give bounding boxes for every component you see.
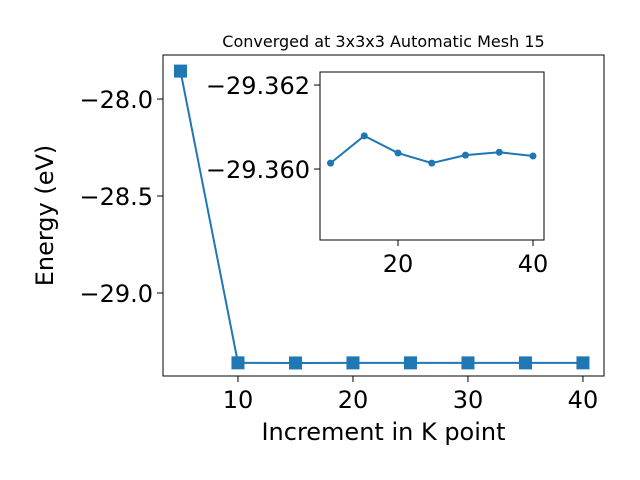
chart-title: Converged at 3x3x3 Automatic Mesh 15 <box>222 32 544 51</box>
y-tick-label: −29.362 <box>206 72 310 100</box>
y-tick-label: −28.5 <box>79 183 153 211</box>
data-marker <box>518 356 532 370</box>
data-marker <box>529 152 537 160</box>
data-marker <box>428 159 436 167</box>
x-tick-label: 40 <box>518 250 549 278</box>
data-marker <box>462 151 470 159</box>
y-axis-label: Energy (eV) <box>31 145 59 287</box>
data-marker <box>360 132 368 140</box>
data-marker <box>173 64 187 78</box>
data-marker <box>576 356 590 370</box>
x-tick-label: 40 <box>568 386 599 414</box>
data-marker <box>327 159 335 167</box>
x-tick-label: 20 <box>338 386 369 414</box>
data-marker <box>403 356 417 370</box>
y-tick-label: −29.360 <box>206 156 310 184</box>
x-tick-label: 20 <box>383 250 414 278</box>
y-tick-label: −28.0 <box>79 86 153 114</box>
data-marker <box>461 356 475 370</box>
y-tick-label: −29.0 <box>79 280 153 308</box>
data-line <box>179 70 583 364</box>
x-tick-label: 10 <box>223 386 254 414</box>
data-marker <box>288 356 302 370</box>
x-axis-label: Increment in K point <box>261 418 505 446</box>
data-marker <box>495 148 503 156</box>
x-tick-label: 30 <box>453 386 484 414</box>
plot-area <box>319 71 545 241</box>
data-marker <box>394 149 402 157</box>
data-marker <box>231 356 245 370</box>
data-marker <box>346 356 360 370</box>
